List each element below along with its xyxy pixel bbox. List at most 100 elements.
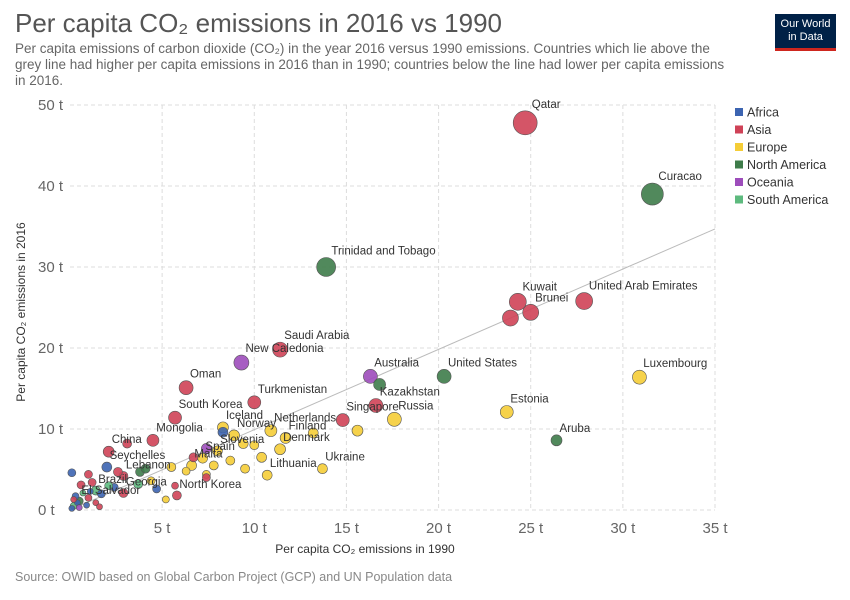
data-point [316, 257, 336, 277]
point-label: Lithuania [270, 458, 317, 470]
point-label: Kazakhstan [380, 387, 440, 399]
data-point [152, 484, 161, 494]
point-label: China [112, 434, 143, 446]
point-label: Russia [398, 400, 434, 412]
point-label: United States [448, 357, 517, 369]
point-label: Qatar [532, 99, 561, 111]
point-label: Luxembourg [643, 358, 707, 370]
data-point [92, 499, 100, 507]
x-axis-label: Per capita CO₂ emissions in 1990 [275, 542, 455, 556]
point-label: Denmark [283, 432, 330, 444]
data-point [146, 476, 156, 486]
owid-logo[interactable]: Our World in Data [775, 14, 836, 51]
data-point [261, 469, 273, 481]
data-point [146, 434, 160, 447]
source-note: Source: OWID based on Global Carbon Proj… [15, 570, 453, 584]
data-point [166, 462, 177, 472]
point-label: Australia [374, 357, 419, 369]
data-point [436, 369, 452, 384]
point-label: Turkmenistan [258, 384, 327, 396]
point-label: Curacao [658, 171, 701, 183]
data-point [75, 504, 83, 511]
data-point [87, 478, 97, 487]
y-axis-label: Per capita CO₂ emissions in 2016 [14, 222, 28, 402]
data-point [240, 463, 250, 474]
data-point [118, 488, 129, 498]
point-label: Iceland [226, 410, 263, 422]
data-point [632, 369, 647, 385]
data-point [208, 460, 219, 471]
legend-swatch [735, 125, 743, 134]
legend-swatch [735, 178, 743, 186]
data-point [264, 424, 278, 437]
chart-title: Per capita CO₂ emissions in 2016 vs 1990 [15, 8, 503, 38]
point-label: Seychelles [110, 450, 166, 462]
chart-subtitle: Per capita emissions of carbon dioxide (… [15, 41, 725, 88]
data-point [101, 461, 113, 473]
legend-swatch [735, 143, 743, 151]
data-point [509, 293, 527, 311]
point-labels: Qatar Curacao Trinidad and Tobago Kuwait Uni… [81, 99, 707, 497]
data-point [237, 438, 249, 449]
legend-label: South America [747, 193, 828, 207]
data-point [68, 505, 76, 512]
data-point [86, 488, 94, 495]
data-point [96, 503, 103, 511]
x-tick-label: 25 t [518, 520, 544, 537]
reference-line [69, 228, 716, 511]
data-point [368, 398, 384, 413]
x-tick-label: 5 t [154, 520, 172, 537]
data-point [181, 466, 191, 476]
x-tick-label: 30 t [610, 520, 636, 537]
point-label: Aruba [560, 423, 591, 435]
data-point [168, 410, 182, 425]
y-tick-label: 20 t [38, 340, 64, 357]
point-label: Netherlands [274, 413, 336, 425]
data-point [272, 341, 288, 358]
data-point [233, 354, 250, 371]
point-label: Oman [190, 369, 221, 381]
legend-swatch [735, 108, 743, 116]
logo-stripe [775, 48, 836, 51]
data-point [104, 481, 113, 491]
data-point [575, 292, 593, 310]
data-point [512, 110, 538, 136]
data-point [228, 429, 240, 442]
data-point [79, 489, 87, 497]
data-point [83, 501, 90, 509]
data-point [373, 378, 386, 391]
data-point [102, 445, 115, 458]
x-tick-label: 20 t [426, 520, 452, 537]
point-label: Estonia [510, 393, 549, 405]
legend: Africa Asia Europe North America Oceania Sout… [735, 106, 828, 207]
data-point [499, 405, 514, 419]
y-tick-label: 40 t [38, 178, 64, 195]
point-label: Mongolia [156, 422, 203, 434]
point-label: Brunei [535, 292, 568, 304]
legend-swatch [735, 160, 743, 169]
point-label: South Korea [179, 399, 244, 411]
data-point [188, 452, 199, 463]
data-points [67, 110, 664, 512]
point-label: United Arab Emirates [589, 281, 698, 293]
legend-label: North America [747, 158, 826, 172]
data-point [84, 494, 93, 502]
data-point [550, 434, 563, 447]
data-point [274, 443, 286, 456]
data-point [279, 432, 292, 444]
grid-lines [70, 104, 716, 511]
x-tick-label: 10 t [242, 520, 268, 537]
legend-label: Europe [747, 141, 787, 155]
point-label: Norway [237, 418, 276, 430]
point-label: North Korea [179, 479, 242, 491]
logo-line-1: Our World [780, 18, 831, 30]
point-label: Slovenia [220, 434, 265, 446]
point-label: Brazil [98, 474, 127, 486]
legend-label: Oceania [747, 176, 794, 190]
point-label: Lebanon [126, 459, 171, 471]
logo-line-2: in Data [788, 31, 823, 43]
data-point [202, 473, 211, 482]
data-point [317, 463, 328, 474]
data-point [335, 413, 350, 427]
